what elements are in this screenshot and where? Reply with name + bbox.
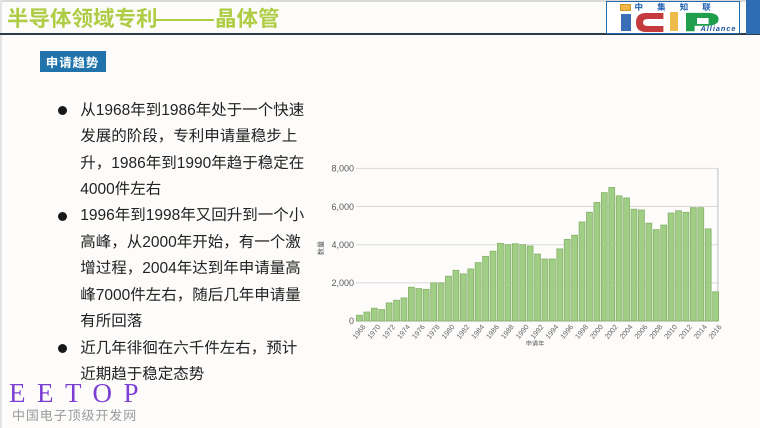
svg-text:2010: 2010 <box>662 323 679 341</box>
svg-text:0: 0 <box>349 316 354 326</box>
svg-text:申请年: 申请年 <box>526 339 545 348</box>
svg-text:2004: 2004 <box>618 323 635 341</box>
svg-text:1974: 1974 <box>395 323 412 341</box>
svg-text:1976: 1976 <box>410 323 427 341</box>
svg-text:2012: 2012 <box>677 323 694 341</box>
svg-text:2016: 2016 <box>707 323 724 341</box>
svg-text:1972: 1972 <box>380 323 397 341</box>
svg-text:数量: 数量 <box>317 241 327 255</box>
svg-text:1986: 1986 <box>484 323 501 341</box>
svg-text:6,000: 6,000 <box>331 202 354 212</box>
svg-text:2006: 2006 <box>632 323 649 341</box>
svg-text:1998: 1998 <box>573 323 590 341</box>
svg-text:2002: 2002 <box>603 323 620 341</box>
svg-text:4,000: 4,000 <box>331 240 354 250</box>
svg-text:8,000: 8,000 <box>331 164 354 174</box>
svg-text:1978: 1978 <box>425 323 442 341</box>
svg-text:1970: 1970 <box>365 323 382 341</box>
svg-text:2,000: 2,000 <box>331 278 354 288</box>
svg-text:1996: 1996 <box>558 323 575 341</box>
svg-text:2000: 2000 <box>588 323 605 341</box>
svg-text:1988: 1988 <box>499 323 516 341</box>
svg-text:1982: 1982 <box>454 323 471 341</box>
svg-text:1994: 1994 <box>543 323 560 341</box>
svg-text:2008: 2008 <box>647 323 664 341</box>
svg-text:2014: 2014 <box>692 323 709 341</box>
svg-text:1984: 1984 <box>469 323 486 341</box>
svg-text:1980: 1980 <box>439 323 456 341</box>
